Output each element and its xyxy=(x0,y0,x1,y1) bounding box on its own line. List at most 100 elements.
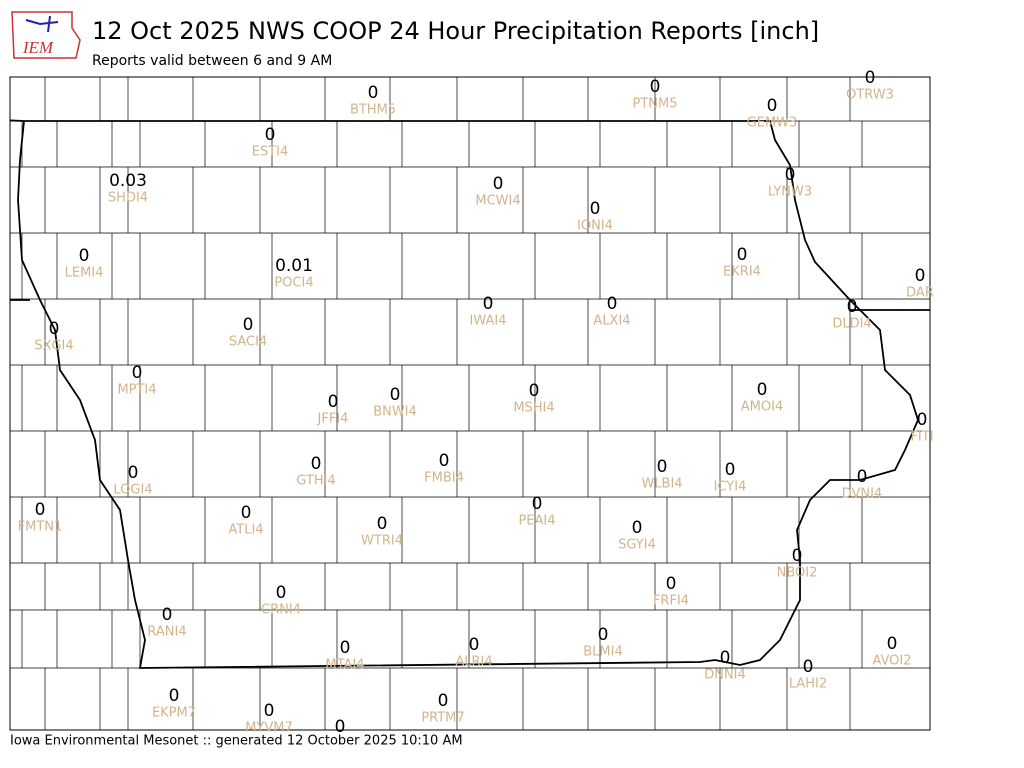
precip-value: 0 xyxy=(132,363,143,383)
title: 12 Oct 2025 NWS COOP 24 Hour Precipitati… xyxy=(92,17,819,45)
map-frame xyxy=(9,76,931,731)
station-id: MYVM7 xyxy=(245,721,293,736)
precip-value: 0 xyxy=(264,701,275,721)
precip-value: 0 xyxy=(128,463,139,483)
station-id: EKPM7 xyxy=(152,706,196,721)
station-id: MCWI4 xyxy=(475,194,520,209)
station-id: BLMI4 xyxy=(583,645,622,660)
station-id: ALXI4 xyxy=(593,314,630,329)
precip-value: 0 xyxy=(483,294,494,314)
station-id: LAHI2 xyxy=(789,677,827,692)
precip-value: 0 xyxy=(335,717,346,737)
station-id: FMBI4 xyxy=(424,471,464,486)
station-id: ATLI4 xyxy=(228,523,263,538)
station: 0 xyxy=(335,717,346,737)
station-id: ICYI4 xyxy=(714,480,747,495)
precip-value: 0 xyxy=(390,385,401,405)
station-id: LYNW3 xyxy=(768,185,812,200)
station-id: LOGI4 xyxy=(113,483,152,498)
precip-value: 0 xyxy=(607,294,618,314)
station-id: DVNI4 xyxy=(842,487,883,502)
precip-value: 0 xyxy=(666,574,677,594)
precip-value: 0 xyxy=(276,583,287,603)
precip-value: 0 xyxy=(757,380,768,400)
station-id: LEMI4 xyxy=(65,266,104,281)
precip-value: 0 xyxy=(917,410,928,430)
station-id: DNNI4 xyxy=(704,668,746,683)
precip-value: 0 xyxy=(632,518,643,538)
precip-value: 0 xyxy=(785,165,796,185)
precip-value: 0 xyxy=(439,451,450,471)
logo-text: IEM xyxy=(22,38,54,57)
county-lines xyxy=(10,77,930,730)
precip-value: 0 xyxy=(915,266,926,286)
precip-value: 0 xyxy=(887,634,898,654)
station-id: PTNM5 xyxy=(633,97,678,112)
precip-value: 0 xyxy=(650,77,661,97)
station-id: EKRI4 xyxy=(723,265,761,280)
station-id: WLBI4 xyxy=(641,477,682,492)
station-id: WTRI4 xyxy=(361,534,403,549)
precip-value: 0 xyxy=(598,625,609,645)
station-id: AMOI4 xyxy=(741,400,783,415)
station-id: POCI4 xyxy=(274,276,313,291)
station-id: IWAI4 xyxy=(470,314,507,329)
station-id: MSHI4 xyxy=(513,401,554,416)
precip-value: 0 xyxy=(377,514,388,534)
station-id: AVOI2 xyxy=(872,654,911,669)
precip-value: 0 xyxy=(529,381,540,401)
precip-value: 0 xyxy=(265,125,276,145)
station-id: ESTI4 xyxy=(252,145,289,160)
subtitle: Reports valid between 6 and 9 AM xyxy=(92,53,332,69)
station-id: MPTI4 xyxy=(117,383,156,398)
station-id: SGYI4 xyxy=(618,538,656,553)
station-id: SACI4 xyxy=(229,335,267,350)
station-id: PRTM7 xyxy=(421,711,464,726)
precip-value: 0 xyxy=(857,467,868,487)
map xyxy=(10,77,930,730)
station-id: IONI4 xyxy=(577,219,613,234)
station-id: NBOI2 xyxy=(777,566,818,581)
state-lines xyxy=(10,119,930,311)
precip-value: 0 xyxy=(469,635,480,655)
precip-value: 0 xyxy=(368,83,379,103)
logo: IEM xyxy=(11,11,81,59)
precip-value: 0 xyxy=(767,96,778,116)
station-id: MTAI4 xyxy=(325,658,364,673)
precip-value: 0 xyxy=(311,454,322,474)
precip-value: 0 xyxy=(865,68,876,88)
